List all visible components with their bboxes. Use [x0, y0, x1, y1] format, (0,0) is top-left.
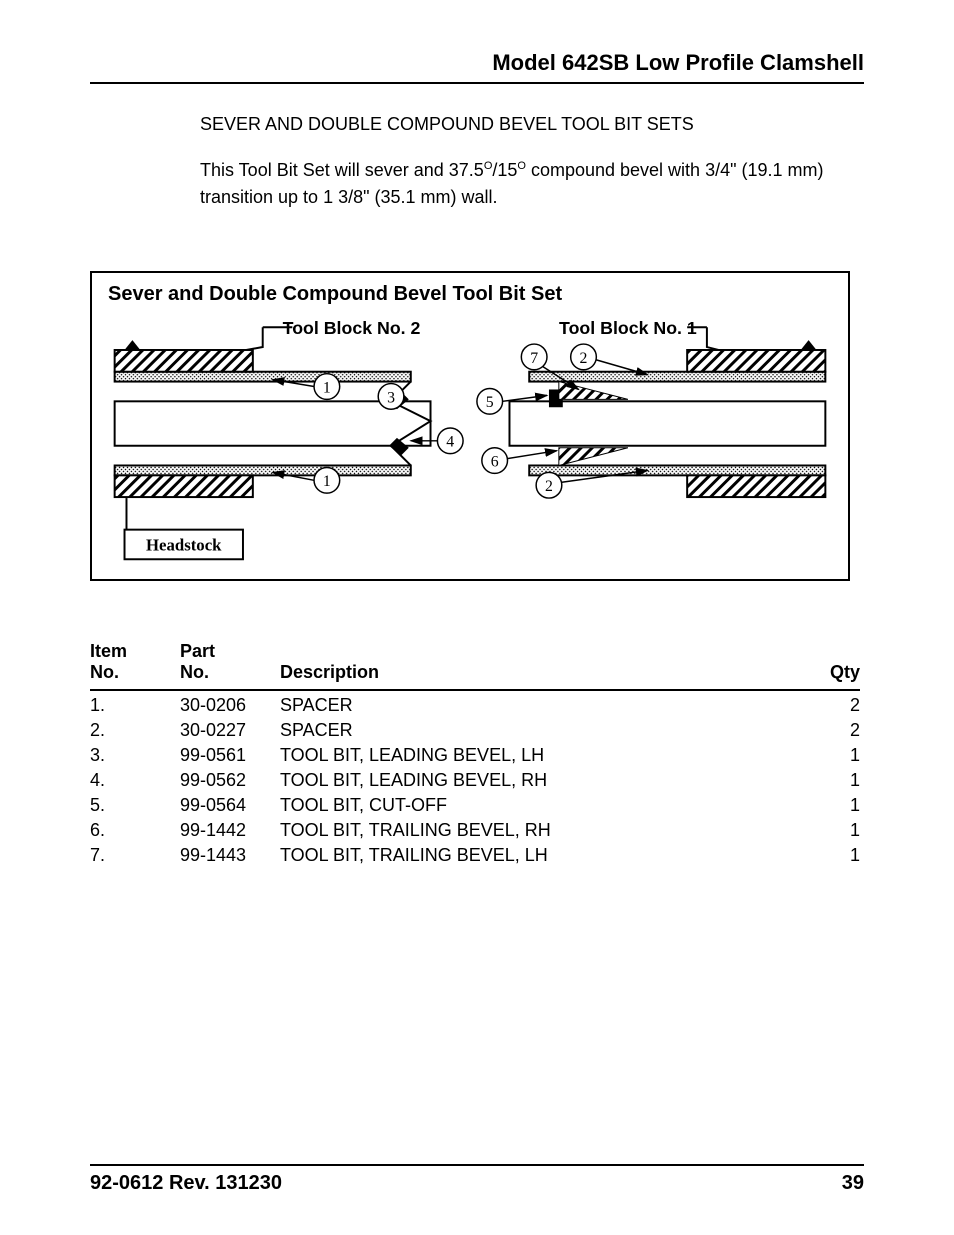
table-row: 5.99-0564TOOL BIT, CUT-OFF1 [90, 791, 860, 816]
cell-description: TOOL BIT, CUT-OFF [280, 795, 800, 816]
diagram-container: Sever and Double Compound Bevel Tool Bit… [90, 271, 850, 581]
cell-part-no: 99-1442 [180, 820, 280, 841]
cell-description: TOOL BIT, LEADING BEVEL, LH [280, 745, 800, 766]
callout-7: 7 [530, 350, 538, 367]
callout-1b: 1 [323, 473, 331, 490]
cell-description: SPACER [280, 695, 800, 716]
callout-1a: 1 [323, 379, 331, 396]
section-description: This Tool Bit Set will sever and 37.5 O/1… [200, 157, 850, 211]
cell-item-no: 3. [90, 745, 180, 766]
header-item-line1: Item [90, 641, 127, 661]
table-row: 2.30-0227SPACER2 [90, 716, 860, 741]
cell-item-no: 7. [90, 845, 180, 866]
cell-description: TOOL BIT, LEADING BEVEL, RH [280, 770, 800, 791]
footer-page-number: 39 [842, 1172, 864, 1195]
cell-item-no: 2. [90, 720, 180, 741]
header-item-line2: No. [90, 662, 119, 682]
table-row: 1.30-0206SPACER2 [90, 691, 860, 716]
cell-qty: 1 [800, 820, 860, 841]
callout-2b: 2 [545, 478, 553, 495]
desc-deg2: O [517, 160, 526, 172]
cell-qty: 1 [800, 795, 860, 816]
header-part-no: Part No. [180, 641, 280, 683]
diagram-svg: Tool Block No. 2 Tool Block No. 1 [92, 273, 848, 579]
cell-part-no: 99-1443 [180, 845, 280, 866]
parts-table: Item No. Part No. Description Qty 1.30-0… [90, 641, 860, 866]
table-row: 7.99-1443TOOL BIT, TRAILING BEVEL, LH1 [90, 841, 860, 866]
table-row: 3.99-0561TOOL BIT, LEADING BEVEL, LH1 [90, 741, 860, 766]
header-qty: Qty [800, 662, 860, 683]
header-part-line2: No. [180, 662, 209, 682]
cell-description: TOOL BIT, TRAILING BEVEL, LH [280, 845, 800, 866]
desc-mid: /15 [492, 160, 517, 180]
cell-item-no: 6. [90, 820, 180, 841]
cell-qty: 2 [800, 720, 860, 741]
table-row: 4.99-0562TOOL BIT, LEADING BEVEL, RH1 [90, 766, 860, 791]
callout-2a: 2 [580, 350, 588, 367]
cell-qty: 1 [800, 845, 860, 866]
footer-doc-rev: 92-0612 Rev. 131230 [90, 1172, 282, 1195]
section-heading: SEVER AND DOUBLE COMPOUND BEVEL TOOL BIT… [200, 114, 864, 135]
cell-part-no: 99-0564 [180, 795, 280, 816]
header-item-no: Item No. [90, 641, 180, 683]
page-footer: 92-0612 Rev. 131230 39 [90, 1164, 864, 1195]
callout-3: 3 [387, 389, 395, 406]
cell-description: TOOL BIT, TRAILING BEVEL, RH [280, 820, 800, 841]
callout-4: 4 [446, 434, 454, 451]
cell-part-no: 30-0227 [180, 720, 280, 741]
cell-part-no: 99-0561 [180, 745, 280, 766]
cell-qty: 2 [800, 695, 860, 716]
cell-item-no: 4. [90, 770, 180, 791]
header-description: Description [280, 662, 800, 683]
page-container: Model 642SB Low Profile Clamshell SEVER … [0, 0, 954, 1235]
cell-qty: 1 [800, 770, 860, 791]
table-header-row: Item No. Part No. Description Qty [90, 641, 860, 691]
label-headstock: Headstock [146, 535, 222, 554]
cell-item-no: 1. [90, 695, 180, 716]
page-title: Model 642SB Low Profile Clamshell [90, 50, 864, 84]
table-row: 6.99-1442TOOL BIT, TRAILING BEVEL, RH1 [90, 816, 860, 841]
callout-5: 5 [486, 394, 494, 411]
cell-part-no: 99-0562 [180, 770, 280, 791]
cell-item-no: 5. [90, 795, 180, 816]
cell-qty: 1 [800, 745, 860, 766]
header-part-line1: Part [180, 641, 215, 661]
label-tool-block-2: Tool Block No. 2 [283, 318, 421, 338]
callout-6: 6 [491, 453, 499, 470]
desc-prefix: This Tool Bit Set will sever and 37.5 [200, 160, 484, 180]
label-tool-block-1: Tool Block No. 1 [559, 318, 697, 338]
cell-description: SPACER [280, 720, 800, 741]
table-body: 1.30-0206SPACER22.30-0227SPACER23.99-056… [90, 691, 860, 866]
cell-part-no: 30-0206 [180, 695, 280, 716]
